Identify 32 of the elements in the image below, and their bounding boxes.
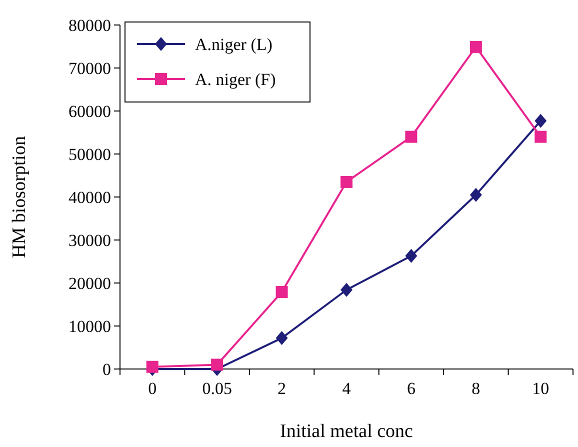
- point: [276, 286, 288, 298]
- x-axis-title: Initial metal conc: [280, 421, 413, 442]
- x-tick-label: 2: [278, 379, 286, 398]
- point: [534, 114, 547, 128]
- y-tick-label: 60000: [68, 102, 111, 121]
- point: [470, 188, 482, 202]
- x-tick-label: 10: [532, 379, 550, 398]
- point: [276, 331, 288, 346]
- x-tick-label: 0: [148, 379, 157, 398]
- x-tick-label: 4: [342, 379, 352, 398]
- point: [405, 130, 418, 143]
- y-axis-title: HM biosorption: [9, 136, 30, 258]
- x-tick-label: 0.05: [202, 379, 232, 398]
- y-tick-label: 40000: [68, 188, 111, 207]
- x-tick-label: 6: [406, 379, 416, 398]
- x-tick-label: 8: [472, 379, 480, 398]
- y-tick-label: 0: [102, 360, 111, 379]
- y-tick-label: 80000: [68, 16, 111, 35]
- y-tick-label: 10000: [68, 316, 111, 336]
- y-tick-label: 30000: [68, 230, 111, 250]
- point: [534, 130, 547, 143]
- legend-label: A. niger (F): [195, 70, 276, 89]
- point: [146, 360, 158, 373]
- legend-label: A.niger (L): [195, 34, 272, 54]
- y-tick-label: 70000: [68, 58, 111, 78]
- point: [211, 358, 224, 371]
- point: [470, 40, 482, 53]
- y-tick-label: 50000: [68, 144, 111, 164]
- point: [340, 176, 352, 188]
- point: [405, 248, 418, 263]
- point: [340, 282, 352, 297]
- y-tick-label: 20000: [68, 274, 111, 293]
